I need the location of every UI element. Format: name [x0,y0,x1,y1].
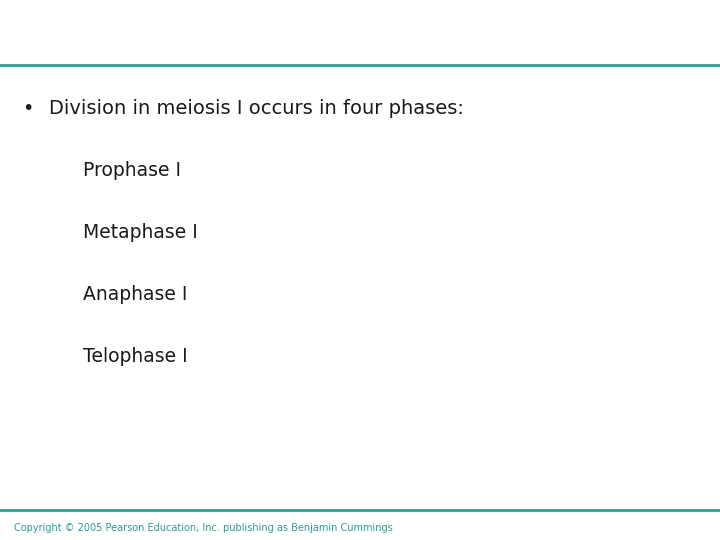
Text: Telophase I: Telophase I [83,347,187,366]
Text: Anaphase I: Anaphase I [83,285,187,304]
Text: Prophase I: Prophase I [83,160,181,180]
Text: Metaphase I: Metaphase I [83,222,197,242]
Text: Copyright © 2005 Pearson Education, Inc. publishing as Benjamin Cummings: Copyright © 2005 Pearson Education, Inc.… [14,523,393,533]
Text: •: • [22,98,33,118]
Text: Division in meiosis I occurs in four phases:: Division in meiosis I occurs in four pha… [49,98,464,118]
